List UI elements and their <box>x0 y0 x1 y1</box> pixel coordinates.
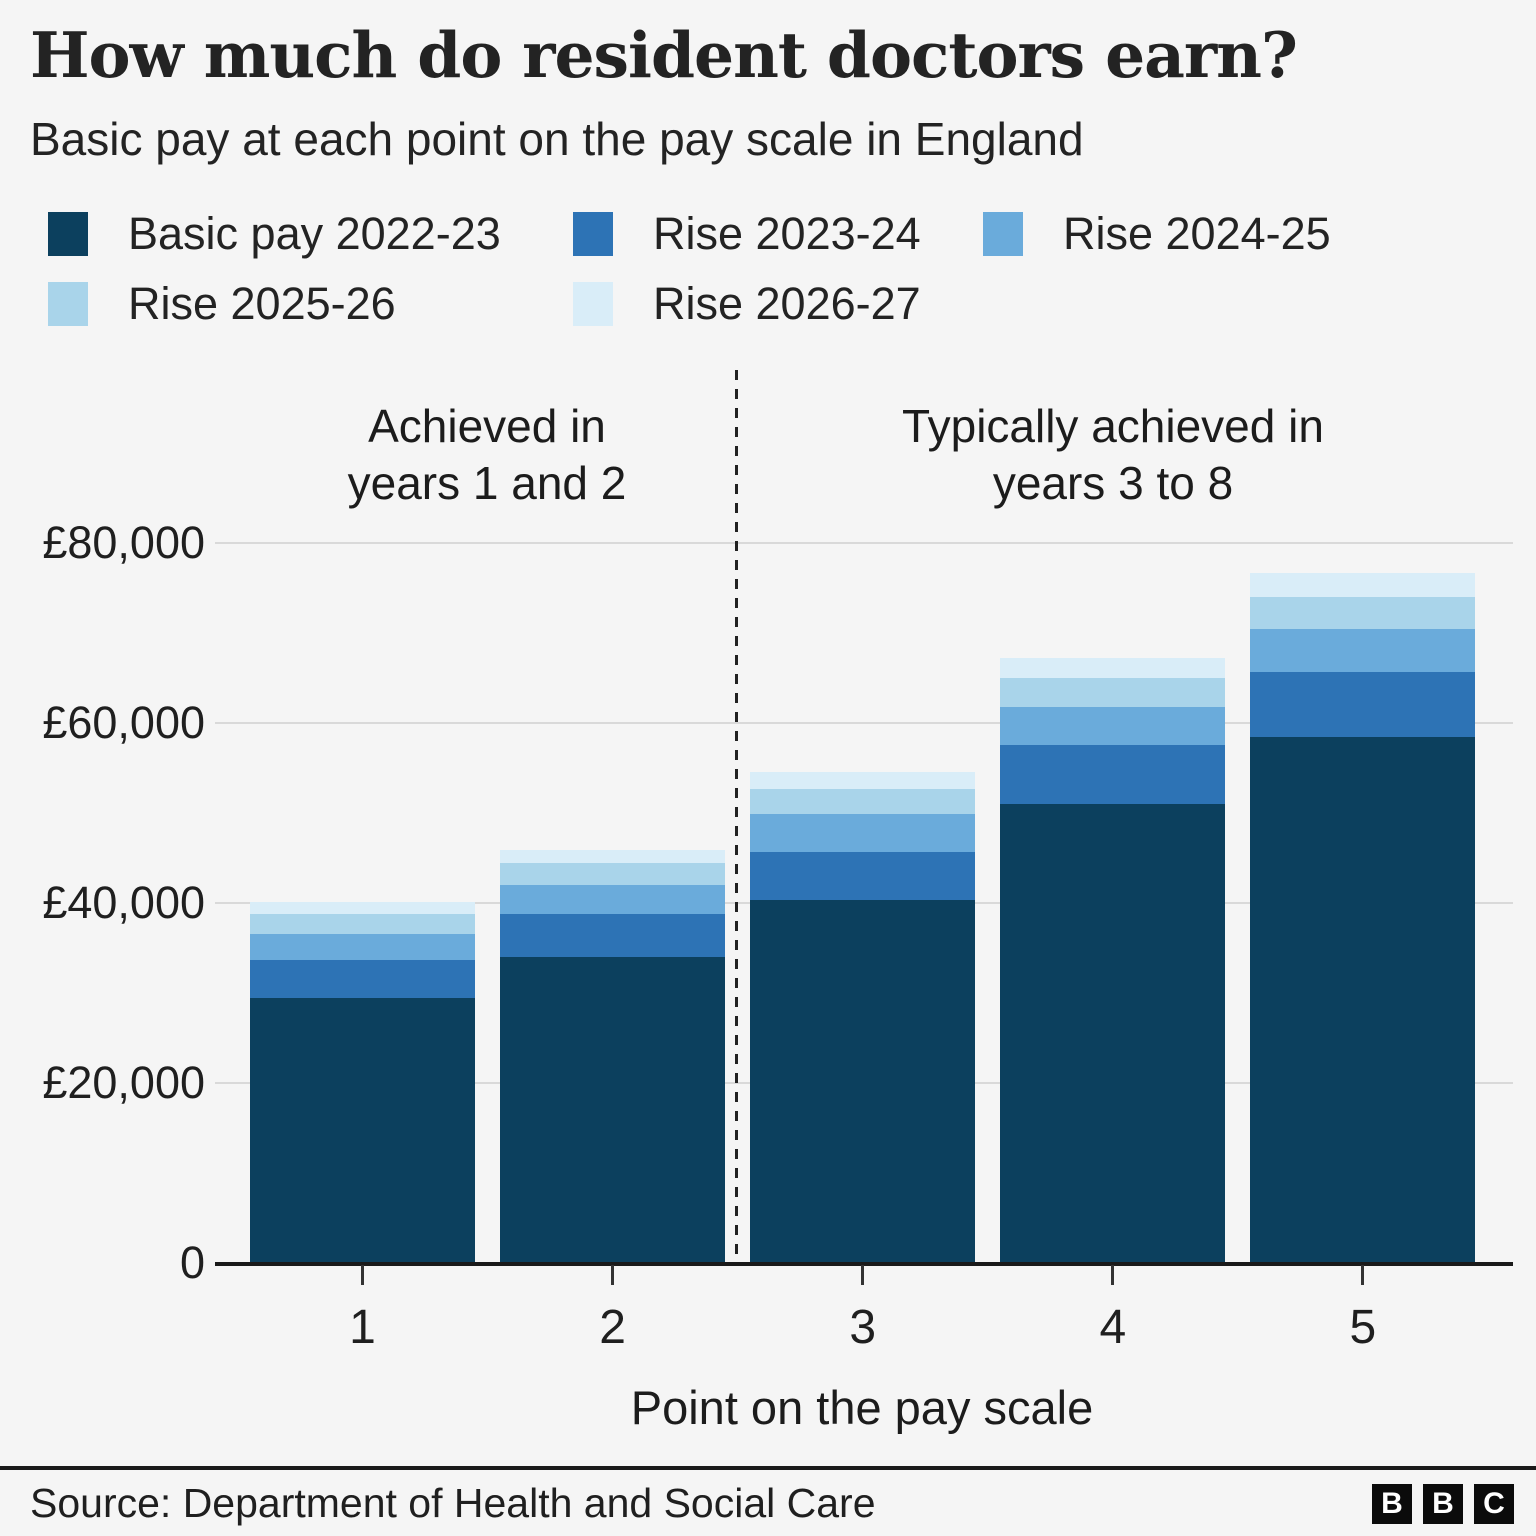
y-axis-label-0: 0 <box>179 1237 205 1288</box>
bar-segment-point-1-basic-pay-2022-23 <box>250 998 475 1263</box>
x-axis-tick-3 <box>861 1265 865 1285</box>
x-axis-tick-2 <box>611 1265 615 1285</box>
bar-segment-point-3-basic-pay-2022-23 <box>750 900 976 1263</box>
bar-segment-point-5-rise-2024-25 <box>1250 629 1476 672</box>
bar-segment-point-2-basic-pay-2022-23 <box>500 956 726 1263</box>
bar-pay-point-5 <box>1250 572 1476 1263</box>
x-axis-tick-4 <box>1111 1265 1115 1285</box>
legend-swatch-rise-2024-25 <box>983 212 1023 256</box>
legend-swatch-rise-2023-24 <box>573 212 613 256</box>
legend-item-basic-pay-2022-23: Basic pay 2022-23 <box>48 208 501 259</box>
bar-segment-point-2-rise-2025-26 <box>500 863 726 885</box>
x-axis-tick-1 <box>361 1265 364 1285</box>
x-axis-label-2: 2 <box>599 1301 626 1354</box>
chart-subtitle: Basic pay at each point on the pay scale… <box>30 113 1084 165</box>
y-axis-label-20000: £20,000 <box>42 1057 205 1108</box>
pay-scale-divider-dashed-line <box>735 370 738 1263</box>
bar-segment-point-4-rise-2024-25 <box>1000 706 1226 745</box>
bar-pay-point-3 <box>750 771 976 1263</box>
bbc-logo-square-1: B <box>1372 1484 1412 1524</box>
page-title: How much do resident doctors earn? <box>30 18 1298 92</box>
legend-swatch-rise-2025-26 <box>48 282 88 326</box>
legend-label-rise-2024-25: Rise 2024-25 <box>1063 208 1331 259</box>
bar-pay-point-1 <box>250 902 475 1263</box>
bar-pay-point-2 <box>500 849 726 1263</box>
annotation-years-3-to-8-line1: Typically achieved in <box>902 400 1324 452</box>
footer-divider <box>0 1466 1536 1470</box>
y-axis-label-60000: £60,000 <box>42 697 205 748</box>
x-axis-title: Point on the pay scale <box>630 1381 1094 1434</box>
bar-segment-point-5-rise-2023-24 <box>1250 671 1476 738</box>
bar-segment-point-4-rise-2025-26 <box>1000 678 1226 707</box>
legend-item-rise-2024-25: Rise 2024-25 <box>983 208 1331 259</box>
annotation-years-3-to-8: Typically achieved in years 3 to 8 <box>763 398 1463 512</box>
bar-segment-point-4-basic-pay-2022-23 <box>1000 803 1226 1263</box>
bar-segment-point-5-rise-2025-26 <box>1250 597 1476 630</box>
y-axis-label-80000: £80,000 <box>42 517 205 568</box>
legend-swatch-rise-2026-27 <box>573 282 613 326</box>
legend-swatch-basic-pay-2022-23 <box>48 212 88 256</box>
annotation-years-1-and-2-line1: Achieved in <box>368 400 606 452</box>
x-axis-label-4: 4 <box>1099 1301 1127 1354</box>
bbc-logo-letter-2: B <box>1432 1487 1454 1520</box>
y-axis-label-40000: £40,000 <box>42 877 205 928</box>
bbc-logo-letter-3: C <box>1483 1487 1505 1520</box>
bar-segment-point-3-rise-2025-26 <box>750 788 976 814</box>
bar-segment-point-4-rise-2023-24 <box>1000 744 1226 804</box>
bbc-logo-letter-1: B <box>1381 1487 1403 1520</box>
x-axis-label-1: 1 <box>349 1301 376 1354</box>
gridline-80000 <box>215 542 1513 544</box>
x-axis-label-3: 3 <box>849 1301 877 1354</box>
bar-pay-point-4 <box>1000 658 1226 1263</box>
annotation-years-1-and-2: Achieved in years 1 and 2 <box>187 398 787 512</box>
legend-label-rise-2023-24: Rise 2023-24 <box>653 208 921 259</box>
bbc-logo-square-3: C <box>1474 1484 1514 1524</box>
bar-segment-point-5-basic-pay-2022-23 <box>1250 737 1476 1263</box>
bar-segment-point-4-rise-2026-27 <box>1000 658 1226 678</box>
bar-segment-point-3-rise-2023-24 <box>750 851 976 901</box>
x-axis-tick-5 <box>1361 1265 1365 1285</box>
bar-segment-point-1-rise-2026-27 <box>250 902 475 914</box>
x-axis-label-5: 5 <box>1349 1301 1377 1354</box>
legend-label-basic-pay-2022-23: Basic pay 2022-23 <box>128 208 501 259</box>
gridline-60000 <box>215 722 1513 724</box>
legend-label-rise-2025-26: Rise 2025-26 <box>128 278 396 329</box>
source-credit: Source: Department of Health and Social … <box>30 1480 876 1526</box>
legend-item-rise-2023-24: Rise 2023-24 <box>573 208 921 259</box>
bar-segment-point-5-rise-2026-27 <box>1250 572 1476 598</box>
bar-segment-point-3-rise-2024-25 <box>750 813 976 852</box>
bar-segment-point-2-rise-2026-27 <box>500 849 726 864</box>
legend-item-rise-2025-26: Rise 2025-26 <box>48 278 396 329</box>
legend-label-rise-2026-27: Rise 2026-27 <box>653 278 921 329</box>
bbc-logo-square-2: B <box>1423 1484 1463 1524</box>
annotation-years-1-and-2-line2: years 1 and 2 <box>347 457 627 509</box>
bar-segment-point-1-rise-2025-26 <box>250 913 475 934</box>
annotation-years-3-to-8-line2: years 3 to 8 <box>992 457 1234 509</box>
bar-segment-point-2-rise-2023-24 <box>500 913 726 957</box>
x-axis-line <box>215 1261 1513 1266</box>
bar-segment-point-1-rise-2024-25 <box>250 933 475 960</box>
bar-segment-point-2-rise-2024-25 <box>500 885 726 914</box>
legend-item-rise-2026-27: Rise 2026-27 <box>573 278 921 329</box>
bar-segment-point-3-rise-2026-27 <box>750 771 976 789</box>
bar-segment-point-1-rise-2023-24 <box>250 959 475 999</box>
